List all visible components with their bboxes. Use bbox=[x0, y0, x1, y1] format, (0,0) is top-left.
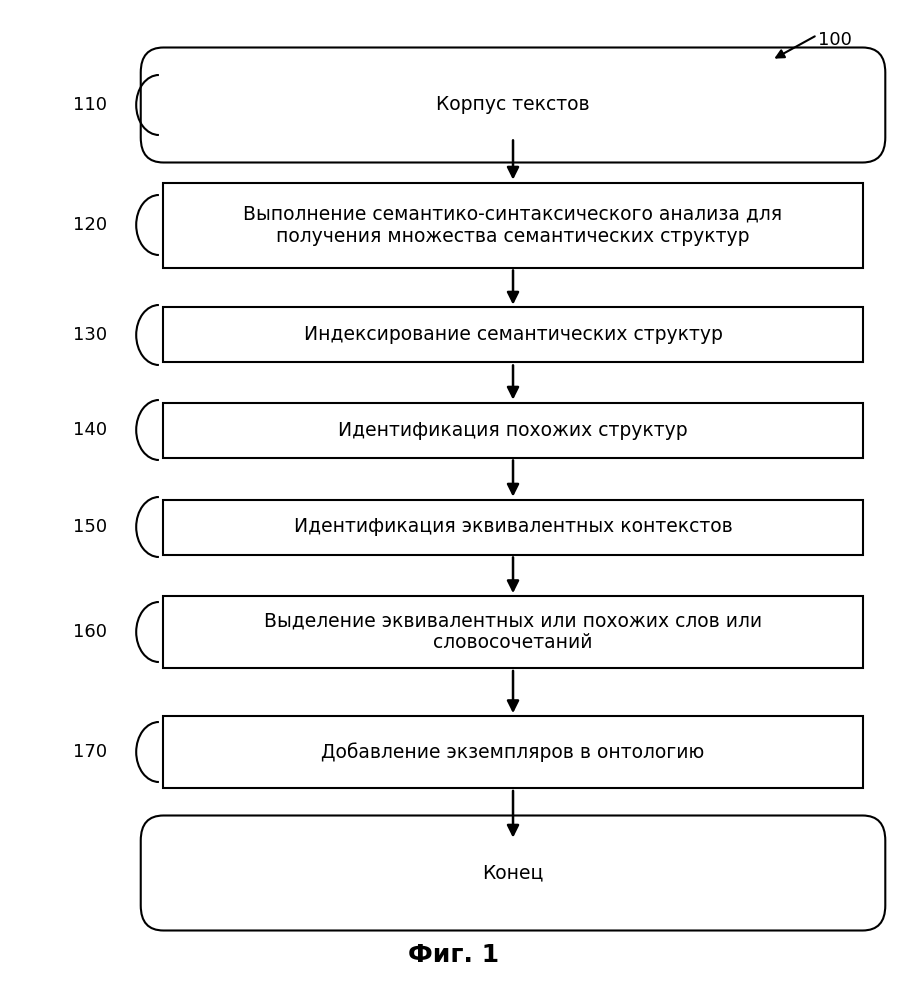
Text: 150: 150 bbox=[73, 518, 107, 536]
Text: Корпус текстов: Корпус текстов bbox=[436, 96, 590, 114]
Text: 100: 100 bbox=[818, 31, 853, 49]
Text: Выделение эквивалентных или похожих слов или
словосочетаний: Выделение эквивалентных или похожих слов… bbox=[264, 611, 762, 652]
FancyBboxPatch shape bbox=[163, 596, 863, 668]
FancyBboxPatch shape bbox=[163, 716, 863, 788]
Text: 110: 110 bbox=[73, 96, 106, 114]
Text: Добавление экземпляров в онтологию: Добавление экземпляров в онтологию bbox=[321, 742, 705, 762]
FancyBboxPatch shape bbox=[163, 307, 863, 362]
FancyBboxPatch shape bbox=[163, 402, 863, 458]
Text: 140: 140 bbox=[73, 421, 107, 439]
Text: Индексирование семантических структур: Индексирование семантических структур bbox=[303, 326, 723, 344]
Text: Конец: Конец bbox=[482, 863, 544, 882]
Text: 120: 120 bbox=[73, 216, 107, 234]
Text: Фиг. 1: Фиг. 1 bbox=[409, 943, 499, 967]
Text: Идентификация эквивалентных контекстов: Идентификация эквивалентных контекстов bbox=[293, 518, 733, 536]
FancyBboxPatch shape bbox=[141, 47, 885, 162]
Text: 160: 160 bbox=[73, 623, 106, 641]
Text: Идентификация похожих структур: Идентификация похожих структур bbox=[338, 420, 688, 440]
FancyBboxPatch shape bbox=[163, 182, 863, 267]
Text: 130: 130 bbox=[73, 326, 107, 344]
FancyBboxPatch shape bbox=[163, 500, 863, 554]
Text: 170: 170 bbox=[73, 743, 107, 761]
FancyBboxPatch shape bbox=[141, 816, 885, 930]
Text: Выполнение семантико-синтаксического анализа для
получения множества семантическ: Выполнение семантико-синтаксического ана… bbox=[243, 205, 783, 245]
